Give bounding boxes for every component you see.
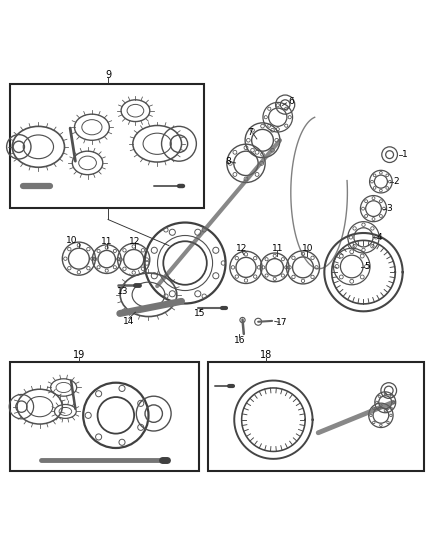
Text: 7: 7 <box>247 128 253 137</box>
Text: 8: 8 <box>226 157 231 166</box>
Text: 10: 10 <box>302 244 313 253</box>
Bar <box>10 84 204 208</box>
Text: 1: 1 <box>403 150 408 159</box>
Text: 13: 13 <box>117 287 128 296</box>
Text: 6: 6 <box>288 98 294 107</box>
Text: 12: 12 <box>236 244 247 253</box>
Text: 3: 3 <box>386 204 392 213</box>
Text: 11: 11 <box>272 244 283 253</box>
Bar <box>10 362 199 471</box>
Text: 5: 5 <box>364 262 370 271</box>
Text: 15: 15 <box>194 310 205 318</box>
Text: 18: 18 <box>260 350 272 360</box>
Text: 9: 9 <box>105 70 111 80</box>
Text: 11: 11 <box>101 237 113 246</box>
Text: 14: 14 <box>123 317 134 326</box>
Text: 17: 17 <box>276 318 288 327</box>
Text: 12: 12 <box>129 237 140 246</box>
Text: 19: 19 <box>73 350 85 360</box>
Text: 4: 4 <box>376 233 382 242</box>
Text: 16: 16 <box>234 336 245 345</box>
Text: 2: 2 <box>394 177 399 186</box>
Bar <box>208 362 424 471</box>
Text: 10: 10 <box>66 236 78 245</box>
